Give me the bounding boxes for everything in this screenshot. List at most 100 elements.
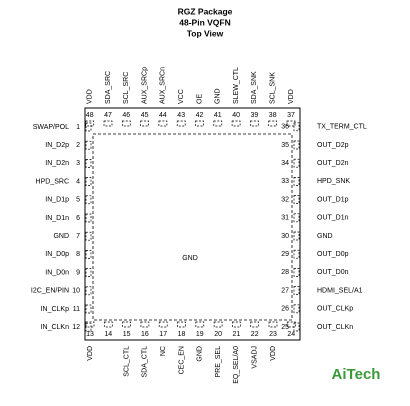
pin-number: 24 [287, 331, 295, 338]
pin-tab [85, 250, 92, 259]
pin-number: 34 [281, 160, 289, 167]
pin-label: CEC_EN [178, 346, 185, 374]
pin-tab [85, 122, 92, 132]
pin-tab [268, 321, 278, 328]
pin-number: 42 [196, 112, 204, 119]
pin-number: 30 [281, 233, 289, 240]
pin-label: OUT_D0n [317, 269, 349, 276]
pin-tab [158, 321, 168, 328]
thermal-pad [92, 133, 293, 321]
pin-tab [85, 321, 95, 328]
pin-tab [85, 268, 92, 277]
pin-number: 21 [233, 331, 241, 338]
pin-label: OUT_CLKp [317, 306, 353, 313]
pin-number: 46 [122, 112, 130, 119]
pin-tab [85, 231, 92, 241]
pin-tab [85, 177, 92, 186]
pin-label: SDA_SRC [105, 71, 112, 104]
pin-label: VDD [87, 89, 94, 104]
pin-tab [293, 158, 300, 168]
pin-number: 10 [72, 288, 80, 295]
pin-label: OUT_D1n [317, 215, 349, 222]
pin-number: 47 [104, 112, 112, 119]
pin-label: GND [317, 233, 333, 240]
pin-number: 38 [269, 112, 277, 119]
pin-label: OE [196, 94, 203, 104]
pin-number: 15 [123, 331, 131, 338]
pin-label: AUX_SRCn [160, 67, 167, 104]
pin-number: 7 [76, 233, 80, 240]
pin-tab [293, 231, 300, 241]
pin-label: SCL_CTL [123, 346, 130, 377]
pin-number: 44 [159, 112, 167, 119]
pin-number: 29 [281, 251, 289, 258]
pin-tab [293, 195, 300, 204]
pin-number: 20 [214, 331, 222, 338]
pin-label: IN_D1n [45, 215, 69, 222]
pin-tab [140, 120, 149, 127]
pin-label: OUT_D1p [317, 196, 349, 203]
pin-number: 13 [86, 331, 94, 338]
pin-tab [293, 304, 300, 314]
pin-label: HPD_SNK [317, 178, 350, 185]
pin-label: GND [215, 88, 222, 104]
pin-label: IN_CLKp [41, 306, 70, 313]
pin-number: 48 [86, 112, 94, 119]
pin-label: IN_D0p [45, 251, 69, 258]
pin-number: 25 [281, 324, 289, 331]
pin-label: OUT_D0p [317, 251, 349, 258]
pin-label: VDD [87, 346, 94, 361]
pin-label: VCC [178, 89, 185, 104]
pin-number: 43 [177, 112, 185, 119]
pin-label: I2C_EN/PIN [31, 288, 69, 295]
pin-label: AUX_SRCp [141, 67, 148, 104]
watermark: AiTech [332, 366, 381, 383]
pin-tab [232, 321, 241, 328]
pin-label: IN_D2n [45, 160, 69, 167]
pin-tab [85, 286, 92, 296]
pin-label: SCL_SRC [123, 72, 130, 104]
pin-number: 19 [196, 331, 204, 338]
pin-tab [286, 120, 296, 127]
pin-tab [85, 120, 95, 127]
pin-tab [213, 120, 223, 127]
pin-label: PRE_SEL [215, 346, 222, 378]
pin-number: 31 [281, 215, 289, 222]
pin-label: VSADJ [252, 346, 259, 369]
pin-tab [85, 213, 92, 223]
pin-number: 3 [76, 160, 80, 167]
pin-number: 16 [141, 331, 149, 338]
pin-tab [293, 140, 300, 150]
pin-tab [231, 120, 241, 127]
pin-label: IN_D1p [45, 197, 69, 204]
pin-number: 23 [269, 331, 277, 338]
pin-label: EQ_SEL/A0 [233, 346, 240, 384]
pin-number: 41 [214, 112, 222, 119]
pin-label: SWAP/POL [33, 124, 69, 131]
pin-tab [158, 120, 168, 127]
pin-number: 18 [178, 331, 186, 338]
pin-tab [286, 321, 296, 328]
pin-number: 26 [281, 306, 289, 313]
pin-tab [176, 120, 186, 127]
pin-tab [293, 268, 300, 277]
pin-number: 9 [76, 269, 80, 276]
pin-number: 45 [141, 112, 149, 119]
pin-label: TX_TERM_CTL [317, 124, 367, 131]
pin-tab [103, 321, 113, 328]
pin-label: IN_D2p [45, 142, 69, 149]
pin-number: 17 [159, 331, 167, 338]
pin-tab [268, 120, 278, 127]
pin-label: OUT_D2n [317, 160, 349, 167]
pin-number: 5 [76, 197, 80, 204]
pin-number: 33 [281, 178, 289, 185]
pin-number: 11 [73, 306, 80, 313]
pin-tab [250, 120, 259, 127]
pin-label: IN_D0n [45, 269, 69, 276]
pin-label: SDA_CTL [142, 346, 149, 378]
pin-label: SLEW_CTL [233, 67, 240, 104]
title: Top View [187, 28, 224, 38]
pin-label: VDD [288, 89, 295, 104]
pin-label: SDA_SNK [251, 71, 258, 104]
